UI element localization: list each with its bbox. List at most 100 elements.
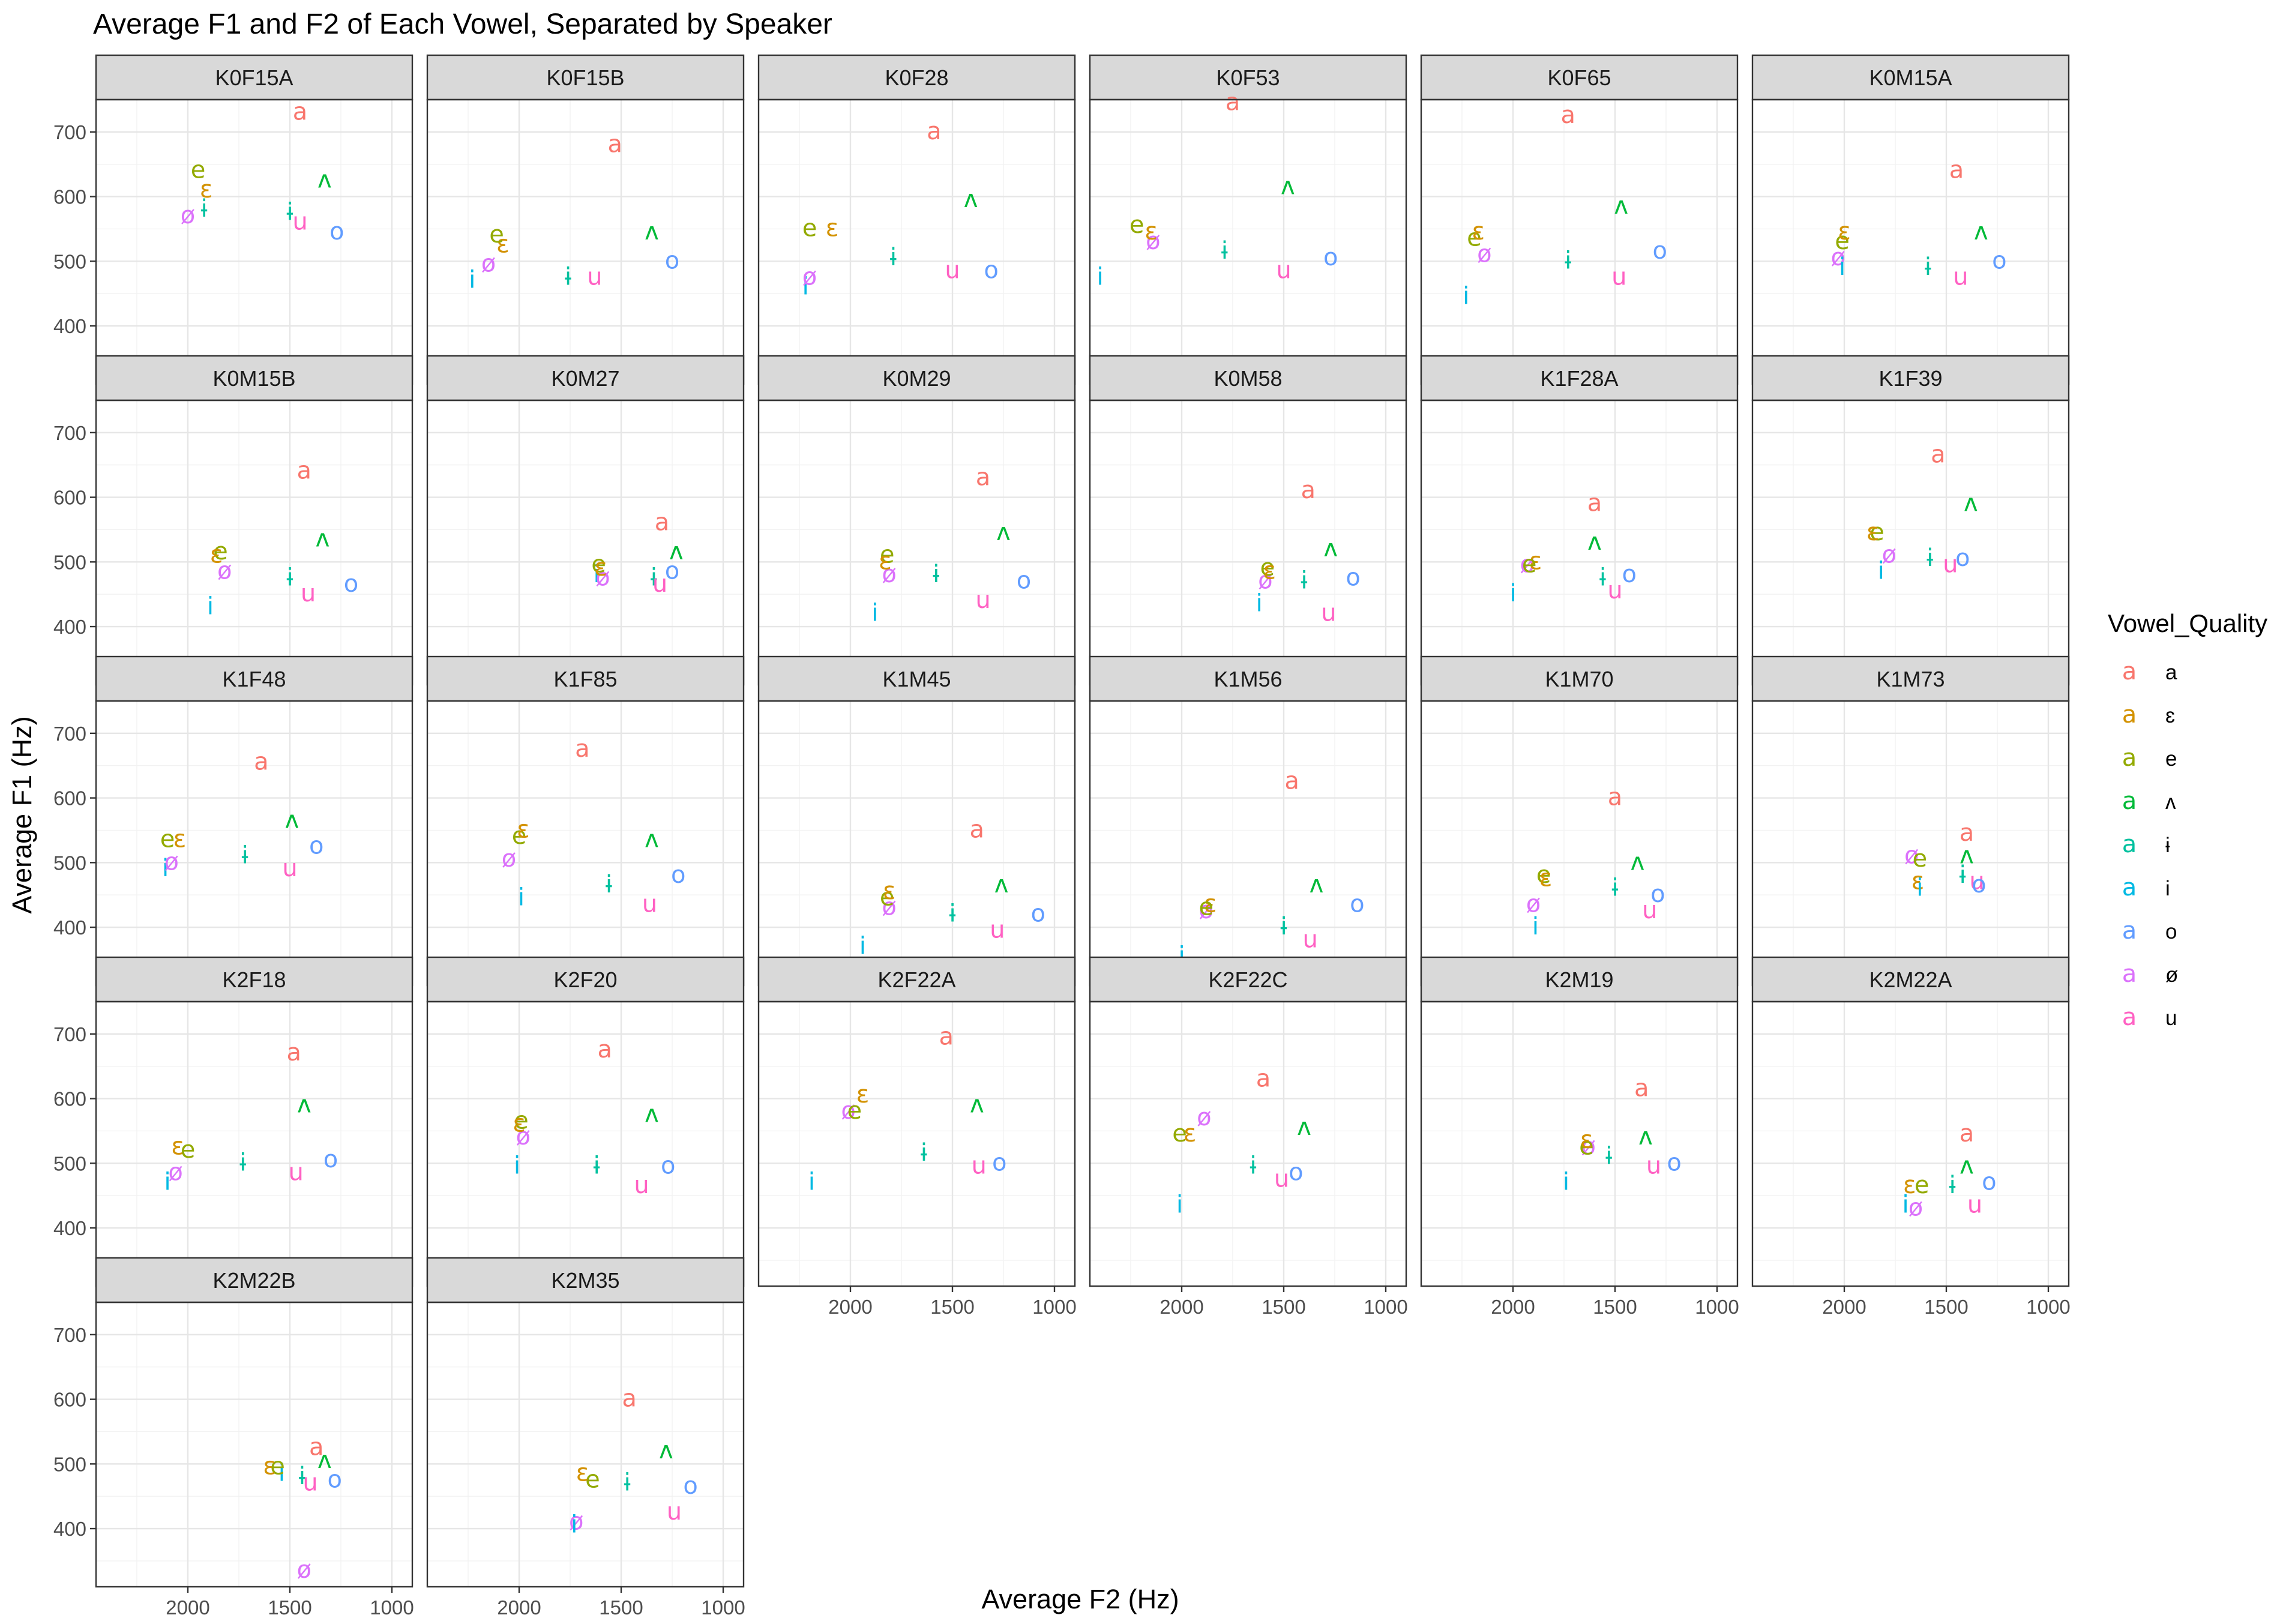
vowel-point: e [191, 157, 206, 184]
y-axis-title: Average F1 (Hz) [7, 716, 37, 913]
vowel-point: i [469, 266, 475, 294]
panel-background [759, 701, 1075, 985]
legend-key: a [2122, 831, 2137, 858]
vowel-point: u [302, 1469, 317, 1497]
vowel-point: u [972, 1152, 987, 1180]
vowel-point: o [671, 861, 685, 889]
panel-background [759, 400, 1075, 685]
facet-strip-label: K0F15A [215, 65, 293, 90]
x-tick-label: 1500 [1593, 1296, 1637, 1318]
panel-border [426, 1301, 745, 1588]
vowel-point: a [1949, 157, 1964, 184]
vowel-point: ɛ [1903, 1171, 1916, 1199]
facet-strip-label: K2F22A [877, 967, 955, 992]
x-tick-label: 2000 [1822, 1296, 1866, 1318]
facet-strip-label: K1M73 [1876, 667, 1945, 691]
legend-key: a [2122, 744, 2137, 772]
legend-title: Vowel_Quality [2108, 609, 2267, 637]
facet-strip [757, 956, 1076, 1003]
panel-background [427, 1002, 744, 1286]
vowel-point: u [667, 1498, 682, 1526]
vowel-point: u [1642, 897, 1657, 924]
facet-strip [1751, 956, 2070, 1003]
vowel-point: ø [1831, 244, 1845, 271]
vowel-point: e [1129, 211, 1144, 239]
y-tick-label: 600 [53, 1389, 86, 1411]
vowel-point: ʌ [1297, 1113, 1311, 1141]
vowel-point: ʌ [669, 538, 684, 565]
vowel-point: i [514, 1152, 520, 1180]
vowel-point: a [1931, 441, 1946, 469]
facet-strip [1420, 54, 1739, 101]
vowel-point: a [297, 457, 312, 485]
vowel-point: a [254, 748, 269, 775]
vowel-point: ɛ [1144, 218, 1158, 245]
vowel-point: u [1969, 868, 1984, 895]
vowel-point: a [927, 118, 942, 145]
vowel-point: ɨ [239, 1149, 246, 1176]
vowel-point: ɛ [856, 1081, 870, 1108]
vowel-point: ʌ [297, 1090, 311, 1118]
vowel-point: e [514, 1107, 529, 1134]
vowel-point: o [1622, 561, 1637, 588]
vowel-point: o [1323, 244, 1338, 271]
vowel-point: a [1634, 1074, 1649, 1102]
panel-background [1090, 400, 1406, 685]
vowel-point: a [575, 735, 590, 763]
vowel-point: i [164, 1168, 170, 1196]
panel-background [759, 100, 1075, 384]
vowel-point: a [1960, 819, 1975, 847]
vowel-point: ø [1477, 241, 1491, 268]
facet-strip [1751, 54, 2070, 101]
facet-strip-label: K2M35 [551, 1268, 619, 1293]
legend-label: ɨ [2165, 834, 2170, 857]
vowel-point: ɛ [879, 547, 892, 575]
vowel-point: u [292, 208, 307, 236]
vowel-point: ʌ [994, 871, 1009, 898]
vowel-point: ɛ [200, 176, 213, 203]
vowel-point: ɨ [201, 195, 208, 223]
vowel-point: ø [1882, 541, 1896, 569]
vowel-point: ɨ [933, 561, 939, 588]
vowel-point: a [976, 463, 991, 491]
vowel-point: ø [516, 1123, 531, 1150]
facet-strip-label: K2F22C [1208, 967, 1287, 992]
vowel-point: o [661, 1152, 675, 1180]
legend-key: a [2122, 701, 2137, 729]
vowel-point: u [1607, 577, 1622, 604]
vowel-point: a [655, 509, 670, 537]
legend-label: a [2165, 661, 2177, 684]
y-tick-label: 600 [53, 1088, 86, 1110]
facet-strip-label: K0F65 [1547, 65, 1611, 90]
vowel-point: ɛ [1866, 519, 1880, 546]
facet-strip [757, 355, 1076, 401]
legend: Vowel_Quality a aa ɛa ea ʌa ɨa ia oa øa u [2108, 609, 2267, 1031]
vowel-point: ʌ [1638, 1123, 1653, 1150]
facet-strip [757, 54, 1076, 101]
vowel-point: ø [882, 894, 896, 921]
vowel-point: a [598, 1036, 613, 1063]
panel-background [427, 100, 744, 384]
legend-key: a [2122, 960, 2137, 988]
y-tick-label: 400 [53, 916, 86, 939]
vowel-point: u [1321, 600, 1336, 627]
legend-label: u [2165, 1006, 2177, 1030]
vowel-point: ʌ [645, 1101, 659, 1128]
vowel-point: ɨ [242, 842, 248, 870]
facet-strip [426, 54, 745, 101]
facet-strip-label: K0M29 [882, 366, 951, 391]
vowel-point: i [1178, 942, 1185, 970]
vowel-point: a [622, 1385, 637, 1413]
vowel-point: ɛ [496, 230, 510, 258]
panel-border [1751, 1000, 2070, 1287]
vowel-point: e [1579, 1132, 1594, 1160]
facet-strip-label: K1F48 [222, 667, 286, 691]
vowel-point: u [652, 570, 667, 598]
vowel-point: ø [168, 1158, 182, 1186]
x-tick-label: 1000 [370, 1596, 414, 1619]
